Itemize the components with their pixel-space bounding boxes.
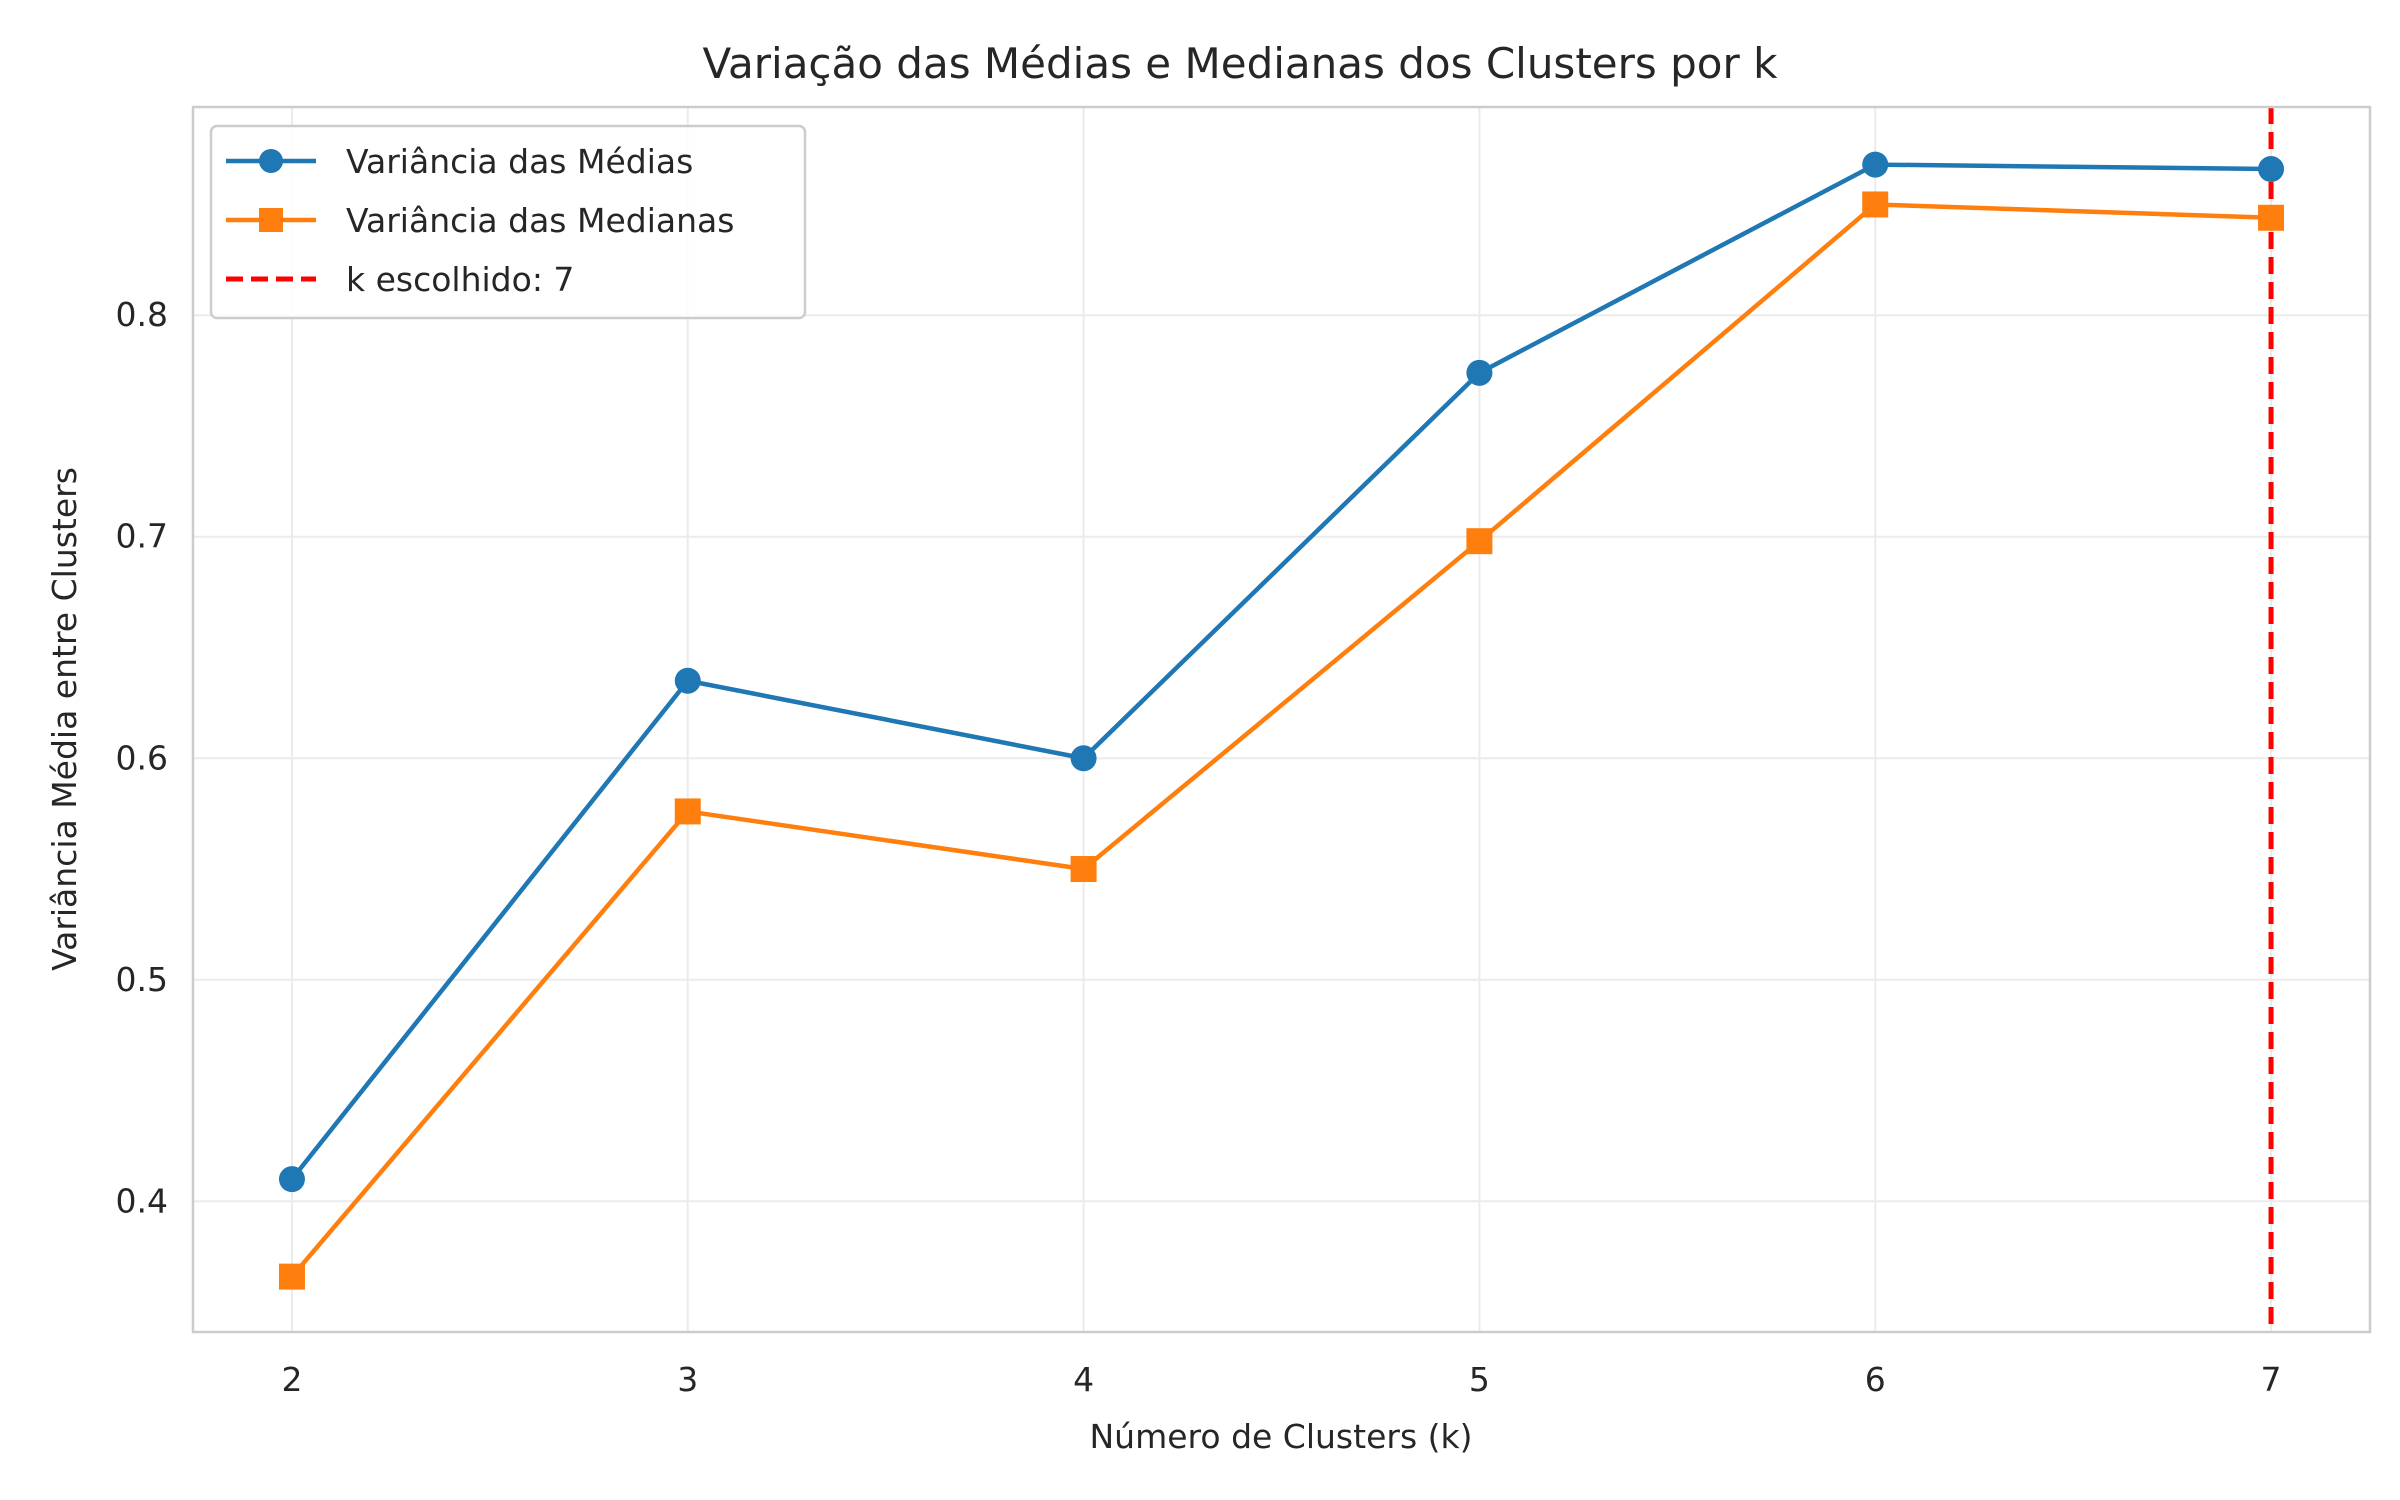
x-tick-label: 6 xyxy=(1865,1360,1886,1399)
y-tick-label: 0.5 xyxy=(116,960,168,999)
x-tick-label: 7 xyxy=(2261,1360,2282,1399)
legend-marker-medianas xyxy=(259,208,283,232)
data-point xyxy=(1070,745,1097,772)
data-point xyxy=(278,1166,305,1193)
data-point xyxy=(1862,151,1889,178)
legend-box xyxy=(209,124,807,320)
legend-entry-medias: Variância das Médias xyxy=(226,142,693,181)
series-2 xyxy=(278,191,2285,1290)
data-point xyxy=(2258,204,2285,231)
legend-label-medias: Variância das Médias xyxy=(346,142,693,181)
plot-frame xyxy=(191,105,2372,1334)
data-point xyxy=(674,667,701,694)
legend-entry-reference: k escolhido: 7 xyxy=(226,260,574,299)
data-point xyxy=(1862,191,1889,218)
y-axis-label: Variância Média entre Clusters xyxy=(45,467,84,971)
series-line xyxy=(290,162,2272,1181)
y-tick-label: 0.7 xyxy=(116,517,168,556)
legend-label-reference: k escolhido: 7 xyxy=(346,260,574,299)
y-tick-label: 0.4 xyxy=(116,1181,168,1220)
chart-title: Variação das Médias e Medianas dos Clust… xyxy=(703,39,1779,88)
legend-entry-medianas: Variância das Medianas xyxy=(226,201,734,240)
series-layer xyxy=(278,151,2285,1290)
data-point xyxy=(1466,528,1493,555)
x-tick-label: 2 xyxy=(281,1360,302,1399)
legend-marker-medias xyxy=(259,149,283,173)
x-tick-label: 5 xyxy=(1469,1360,1490,1399)
x-axis-label: Número de Clusters (k) xyxy=(1090,1417,1473,1456)
y-tick-label: 0.8 xyxy=(116,295,168,334)
data-point xyxy=(2258,156,2285,183)
x-axis-ticks: 2 3 4 5 6 7 xyxy=(281,1360,2281,1399)
data-point xyxy=(1466,359,1493,386)
data-point xyxy=(674,798,701,825)
x-tick-label: 4 xyxy=(1073,1360,1094,1399)
series-1 xyxy=(278,151,2285,1193)
legend-label-medianas: Variância das Medianas xyxy=(346,201,734,240)
y-tick-label: 0.6 xyxy=(116,738,168,777)
legend: Variância das Médias Variância das Media… xyxy=(209,124,807,320)
grid-lines xyxy=(193,107,2370,1332)
series-line xyxy=(290,202,2272,1279)
data-point xyxy=(1070,856,1097,883)
x-tick-label: 3 xyxy=(677,1360,698,1399)
data-point xyxy=(278,1263,305,1290)
y-axis-ticks: 0.4 0.5 0.6 0.7 0.8 xyxy=(116,295,168,1220)
